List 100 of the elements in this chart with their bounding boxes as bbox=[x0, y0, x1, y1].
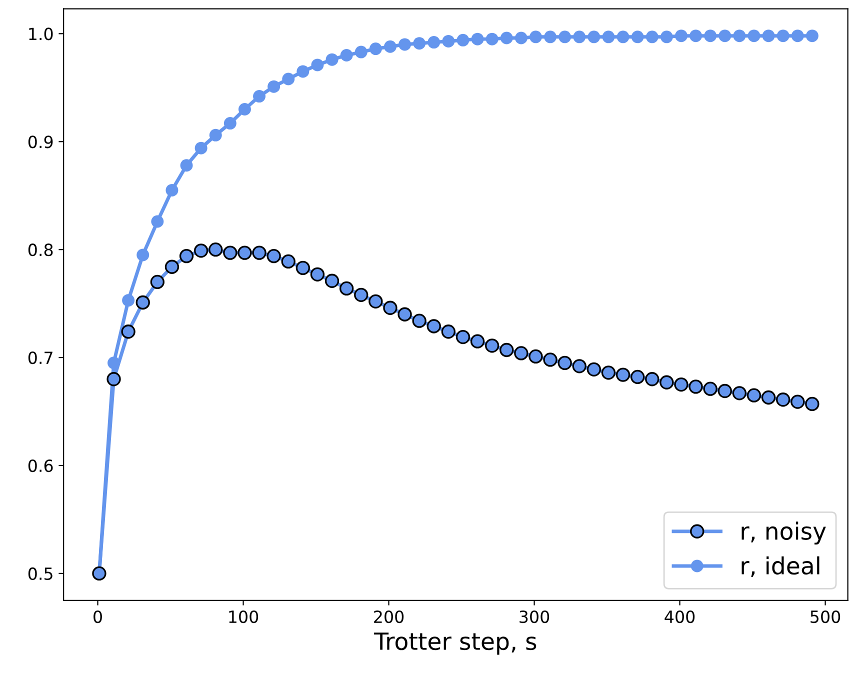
point bbox=[340, 49, 353, 62]
point bbox=[354, 288, 368, 302]
y-tick-label: 1.0 bbox=[29, 28, 53, 40]
point bbox=[776, 30, 790, 42]
legend-label: r, ideal bbox=[742, 556, 820, 578]
point bbox=[266, 248, 281, 264]
point bbox=[528, 349, 543, 364]
point bbox=[238, 102, 251, 116]
point bbox=[223, 246, 238, 260]
point bbox=[238, 246, 252, 260]
point bbox=[616, 368, 630, 382]
point bbox=[166, 184, 178, 196]
y-tick-label: 0.7 bbox=[28, 352, 52, 364]
point bbox=[646, 30, 658, 44]
point bbox=[762, 30, 775, 42]
point bbox=[224, 117, 236, 130]
point bbox=[470, 334, 485, 348]
point bbox=[209, 128, 222, 142]
point bbox=[761, 390, 776, 405]
point bbox=[426, 319, 441, 334]
point bbox=[339, 281, 354, 296]
point bbox=[179, 248, 194, 264]
point bbox=[558, 356, 572, 370]
point bbox=[529, 30, 542, 44]
point bbox=[616, 30, 630, 44]
point bbox=[398, 38, 412, 51]
point bbox=[326, 53, 338, 66]
point bbox=[208, 242, 223, 257]
point bbox=[718, 384, 732, 398]
point bbox=[732, 386, 747, 400]
point bbox=[268, 80, 280, 93]
point bbox=[601, 366, 616, 380]
point bbox=[296, 65, 310, 78]
point bbox=[674, 30, 688, 42]
point bbox=[151, 215, 164, 228]
legend-label: r, noisy bbox=[742, 522, 826, 545]
point bbox=[282, 72, 295, 86]
point bbox=[660, 30, 673, 44]
point bbox=[500, 32, 513, 44]
point bbox=[704, 30, 717, 42]
point bbox=[806, 30, 818, 42]
point bbox=[281, 254, 296, 269]
x-tick-label: 200 bbox=[374, 610, 404, 624]
point bbox=[252, 246, 266, 260]
point bbox=[383, 300, 398, 315]
point bbox=[311, 58, 324, 72]
point bbox=[180, 159, 193, 172]
point bbox=[572, 359, 586, 374]
x-axis-title: Trotter step, s bbox=[374, 632, 536, 655]
point bbox=[543, 352, 558, 367]
point bbox=[602, 30, 615, 44]
point bbox=[136, 295, 150, 310]
point bbox=[514, 32, 528, 44]
point bbox=[136, 248, 150, 262]
point bbox=[442, 34, 455, 48]
point bbox=[296, 260, 310, 276]
point bbox=[194, 142, 208, 154]
point bbox=[122, 294, 135, 307]
point bbox=[500, 342, 514, 358]
point bbox=[703, 382, 718, 396]
x-tick-label: 0 bbox=[94, 610, 102, 624]
point bbox=[588, 30, 600, 44]
point bbox=[791, 30, 804, 42]
point bbox=[660, 375, 674, 390]
point bbox=[368, 294, 383, 308]
point bbox=[369, 42, 382, 56]
point bbox=[310, 267, 325, 282]
point bbox=[690, 30, 702, 42]
y-tick-label: 0.5 bbox=[28, 567, 52, 580]
x-tick-label: 400 bbox=[664, 610, 695, 624]
point bbox=[413, 37, 426, 50]
x-tick-label: 300 bbox=[520, 610, 550, 624]
point bbox=[805, 396, 820, 412]
y-tick-label: 0.9 bbox=[28, 136, 53, 148]
point bbox=[544, 30, 557, 44]
point bbox=[645, 372, 660, 386]
point bbox=[776, 392, 790, 407]
point bbox=[384, 40, 396, 53]
x-tick-label: 100 bbox=[229, 610, 258, 624]
point bbox=[106, 372, 121, 386]
point bbox=[253, 90, 266, 103]
point bbox=[746, 388, 762, 402]
point bbox=[790, 394, 805, 409]
point bbox=[398, 307, 412, 322]
point bbox=[150, 274, 164, 290]
point bbox=[630, 370, 645, 384]
point bbox=[456, 34, 470, 46]
point bbox=[514, 346, 528, 360]
point bbox=[718, 30, 732, 42]
point bbox=[441, 324, 456, 339]
point bbox=[324, 274, 340, 288]
point bbox=[748, 30, 760, 42]
point bbox=[486, 32, 498, 46]
point bbox=[688, 380, 703, 394]
point bbox=[586, 362, 602, 376]
point bbox=[412, 314, 426, 328]
point bbox=[428, 36, 440, 49]
point bbox=[471, 32, 484, 46]
point bbox=[674, 377, 688, 392]
point bbox=[121, 324, 136, 339]
